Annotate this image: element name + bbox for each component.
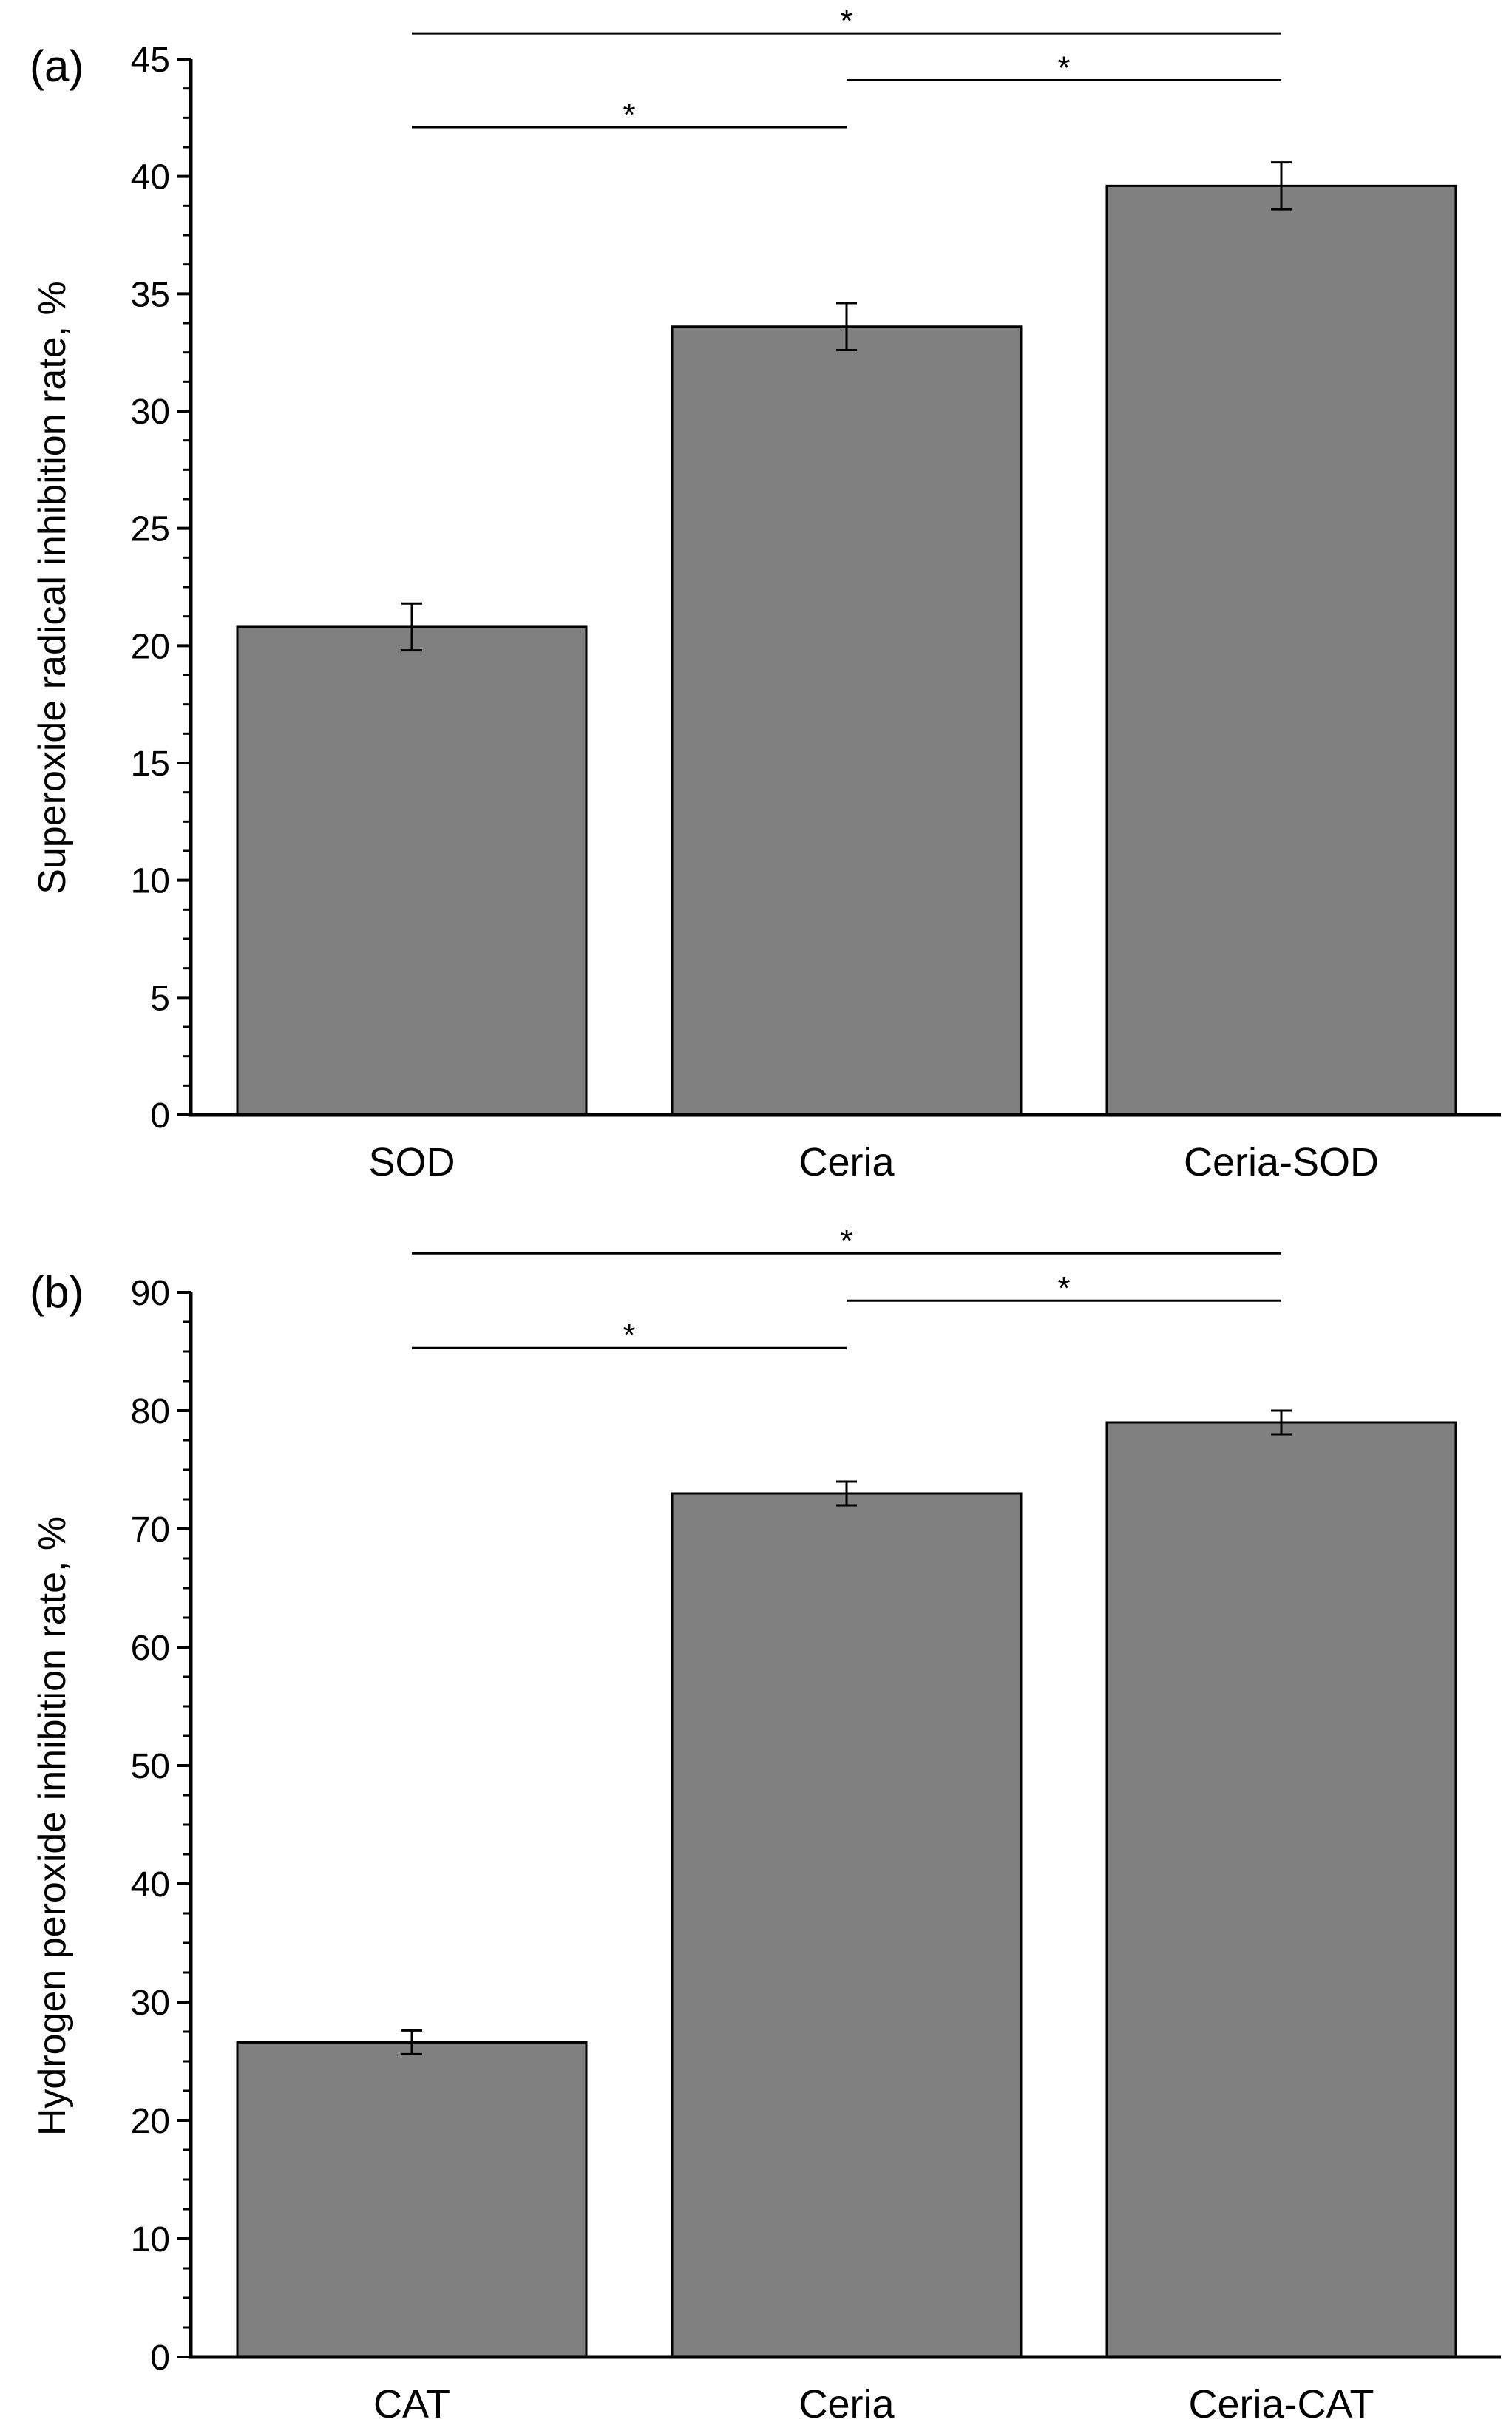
panel-b-y-tick-label: 30 bbox=[131, 1984, 170, 2023]
panel-a-y-tick-label: 10 bbox=[131, 862, 170, 901]
panel-a-y-ticks: 0 5 10 15 20 25 30 35 40 45 bbox=[131, 41, 191, 1136]
panel-b-error-bar-ceria-cat bbox=[1271, 1409, 1292, 1436]
panel-b-bar-cat bbox=[236, 2041, 588, 2358]
panel-b-y-tick-label: 90 bbox=[131, 1274, 170, 1313]
panel-b-significance-star-1: * bbox=[623, 1317, 635, 1354]
panel-a-significance-star-1: * bbox=[623, 97, 635, 133]
panel-b-y-axis-title: Hydrogen peroxide inhibition rate, % bbox=[31, 1516, 74, 2136]
panel-b-bar-ceria-cat bbox=[1105, 1421, 1457, 2358]
panel-a-y-tick-label: 35 bbox=[131, 275, 170, 314]
panel-b-y-ticks: 0 10 20 30 40 50 60 70 80 90 bbox=[131, 1274, 191, 2378]
panel-a-bar-ceria-sod bbox=[1105, 184, 1457, 1116]
panel-b-x-label-cat: CAT bbox=[373, 2382, 450, 2425]
panel-b-error-bar-ceria bbox=[836, 1480, 857, 1507]
panel-a-error-bar-ceria-sod bbox=[1271, 161, 1292, 211]
panel-b-y-tick-label: 80 bbox=[131, 1392, 170, 1431]
panel-a-significance-brackets: * * * bbox=[412, 3, 1281, 133]
panel-a: (a) Superoxide radical inhibition rate, … bbox=[30, 3, 1501, 1184]
panel-b-bar-ceria bbox=[671, 1492, 1023, 2358]
panel-a-y-tick-label: 45 bbox=[131, 41, 170, 80]
panel-b-significance-brackets: * * * bbox=[412, 1223, 1281, 1354]
panel-a-error-bar-ceria bbox=[836, 302, 857, 351]
panel-a-x-label-ceria: Ceria bbox=[799, 1140, 895, 1184]
panel-b-y-tick-label: 70 bbox=[131, 1510, 170, 1550]
panel-a-x-labels: SOD Ceria Ceria-SOD bbox=[368, 1140, 1379, 1184]
panel-a-bar-sod bbox=[236, 625, 588, 1116]
panel-a-y-tick-label: 30 bbox=[131, 393, 170, 432]
panel-b: (b) Hydrogen peroxide inhibition rate, %… bbox=[30, 1223, 1501, 2425]
panel-b-y-tick-label: 50 bbox=[131, 1747, 170, 1786]
panel-b-x-label-ceria: Ceria bbox=[799, 2382, 895, 2425]
panel-b-label: (b) bbox=[30, 1267, 84, 1317]
panel-a-bar-ceria bbox=[671, 325, 1023, 1116]
panel-a-y-tick-label: 40 bbox=[131, 158, 170, 197]
panel-a-x-label-ceria-sod: Ceria-SOD bbox=[1184, 1140, 1379, 1184]
panel-b-bars bbox=[236, 1421, 1457, 2358]
panel-a-y-tick-label: 15 bbox=[131, 745, 170, 784]
panel-a-label: (a) bbox=[30, 41, 84, 91]
panel-b-y-tick-label: 40 bbox=[131, 1865, 170, 1905]
panel-a-error-bars bbox=[401, 161, 1292, 652]
panel-b-x-labels: CAT Ceria Ceria-CAT bbox=[373, 2382, 1374, 2425]
panel-a-y-tick-label: 5 bbox=[150, 979, 170, 1018]
panel-b-y-tick-label: 0 bbox=[150, 2338, 170, 2378]
panel-a-significance-star-3: * bbox=[840, 3, 852, 39]
panel-b-error-bar-cat bbox=[401, 2029, 422, 2055]
panel-a-significance-star-2: * bbox=[1057, 50, 1070, 87]
panel-a-error-bar-sod bbox=[401, 602, 422, 652]
panel-a-y-axis-title: Superoxide radical inhibition rate, % bbox=[31, 281, 74, 895]
panel-b-y-tick-label: 20 bbox=[131, 2102, 170, 2141]
panel-a-y-tick-label: 25 bbox=[131, 510, 170, 549]
panel-a-x-label-sod: SOD bbox=[368, 1140, 455, 1184]
panel-a-y-tick-label: 0 bbox=[150, 1096, 170, 1136]
panel-b-significance-star-3: * bbox=[840, 1223, 852, 1259]
panel-b-error-bars bbox=[401, 1409, 1292, 2055]
panel-b-significance-star-2: * bbox=[1057, 1270, 1070, 1306]
panel-a-y-tick-label: 20 bbox=[131, 627, 170, 666]
panel-b-x-label-ceria-cat: Ceria-CAT bbox=[1188, 2382, 1374, 2425]
panel-b-y-tick-label: 60 bbox=[131, 1629, 170, 1668]
panel-b-y-tick-label: 10 bbox=[131, 2220, 170, 2259]
